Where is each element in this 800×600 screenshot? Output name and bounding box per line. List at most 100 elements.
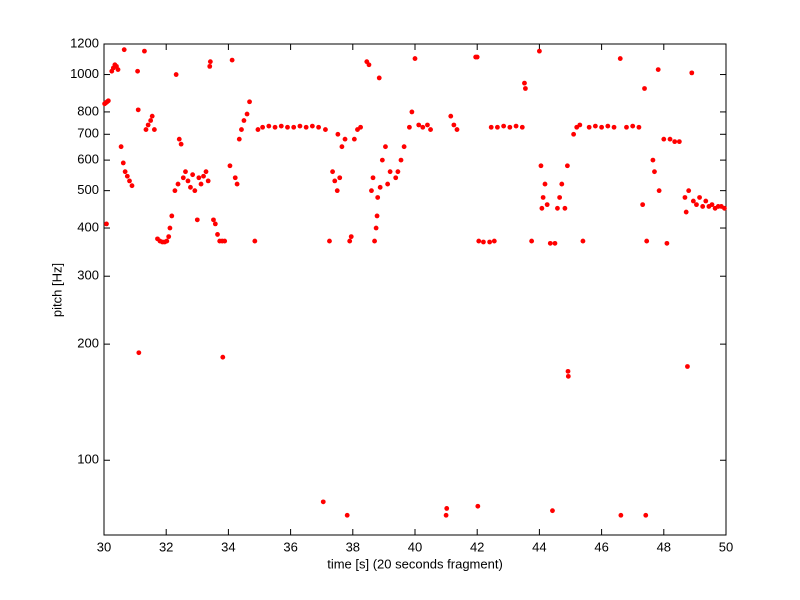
point: [375, 195, 381, 200]
point: [454, 127, 460, 132]
point: [145, 122, 151, 128]
point: [661, 136, 667, 142]
point: [239, 127, 244, 132]
y-tick-label: 700: [77, 126, 99, 141]
point: [655, 67, 661, 72]
point: [192, 188, 198, 194]
point: [212, 221, 218, 227]
point: [127, 178, 132, 184]
point: [169, 213, 175, 219]
point: [577, 122, 583, 128]
point: [244, 111, 250, 117]
y-tick-label: 600: [77, 152, 99, 167]
point: [272, 124, 278, 130]
point: [395, 169, 401, 175]
point: [330, 169, 335, 175]
y-tick-label: 100: [77, 452, 99, 467]
point: [207, 59, 213, 65]
x-axis-label: time [s] (20 seconds fragment): [327, 556, 503, 571]
point: [398, 157, 404, 163]
point: [385, 181, 391, 187]
point: [323, 127, 328, 132]
y-tick-label: 1200: [70, 35, 99, 50]
point: [605, 123, 611, 129]
point: [372, 238, 377, 244]
point: [540, 195, 546, 200]
point: [135, 68, 140, 74]
point: [297, 123, 303, 129]
point: [481, 239, 486, 245]
point: [676, 139, 682, 145]
point: [121, 47, 127, 53]
point: [347, 238, 353, 244]
point: [700, 204, 706, 209]
point: [207, 63, 213, 69]
point: [580, 238, 586, 244]
point: [444, 506, 450, 511]
point: [241, 118, 247, 123]
point: [672, 139, 678, 145]
point: [167, 225, 173, 231]
point: [198, 181, 204, 187]
point: [624, 124, 629, 130]
x-tick-label: 44: [532, 539, 546, 554]
y-tick-label: 500: [77, 182, 99, 197]
point: [309, 123, 315, 129]
point: [565, 368, 571, 374]
point: [255, 127, 261, 132]
point: [118, 144, 124, 150]
point: [709, 202, 715, 208]
point: [369, 188, 374, 194]
point: [220, 354, 226, 360]
point: [327, 238, 332, 244]
point: [104, 221, 109, 227]
point: [115, 67, 121, 72]
point: [544, 202, 550, 208]
point: [539, 205, 545, 211]
point: [683, 209, 689, 215]
point: [476, 238, 482, 244]
point: [339, 144, 345, 150]
point: [636, 124, 642, 130]
y-axis-label: pitch [Hz]: [49, 263, 64, 317]
point: [571, 131, 577, 137]
point: [697, 195, 702, 200]
point: [136, 350, 142, 356]
point: [487, 239, 493, 245]
point: [236, 136, 242, 142]
point: [652, 169, 657, 175]
point: [122, 169, 128, 175]
point: [351, 136, 357, 142]
point: [507, 124, 513, 130]
y-tick-label: 300: [77, 268, 99, 283]
point: [552, 240, 558, 246]
y-tick-label: 400: [77, 219, 99, 234]
point: [685, 364, 690, 369]
point: [124, 173, 130, 179]
point: [412, 56, 418, 61]
point: [175, 181, 181, 187]
point: [387, 169, 393, 175]
point: [201, 173, 206, 179]
y-tick-label: 200: [77, 336, 99, 351]
point: [260, 124, 266, 130]
point: [451, 122, 457, 128]
point: [285, 124, 290, 130]
x-tick-label: 48: [657, 539, 671, 554]
point: [559, 181, 565, 187]
point: [529, 238, 535, 244]
point: [557, 195, 563, 200]
point: [143, 127, 149, 132]
point: [592, 123, 598, 129]
point: [151, 127, 157, 132]
point: [142, 48, 147, 54]
point: [227, 163, 233, 169]
point: [501, 123, 507, 129]
point: [401, 144, 407, 150]
point: [428, 127, 433, 132]
point: [519, 124, 525, 130]
point: [586, 124, 592, 130]
point: [376, 75, 382, 81]
point: [344, 512, 350, 518]
